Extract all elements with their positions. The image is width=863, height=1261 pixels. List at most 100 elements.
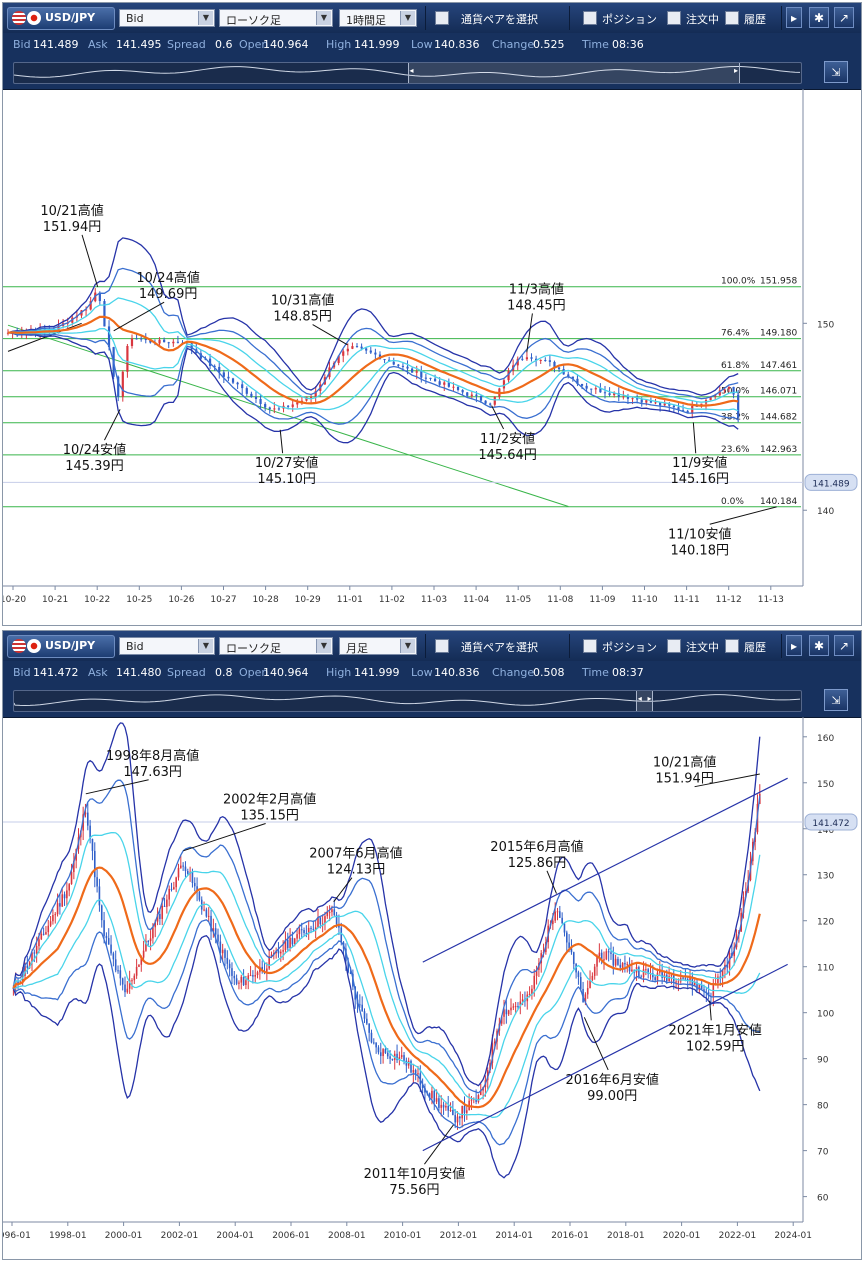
candle-body [723,388,726,391]
popout-arrow-icon[interactable]: ↗ [834,7,854,28]
candle-body [438,381,441,385]
candle-body [277,950,280,954]
price-type-select-value: Bid [126,640,144,653]
gear-icon[interactable]: ✱ [809,7,829,28]
candle-body [675,981,677,983]
x-tick-label: 2014-01 [495,1231,533,1241]
candle-body [233,975,236,979]
candle-body [303,930,305,933]
candle-body [117,376,120,397]
x-tick-label: 2006-01 [272,1231,310,1241]
orders-checkbox[interactable] [667,639,681,653]
zoom-arrows-icon[interactable]: ⇲ [824,689,848,711]
candle-body [254,974,257,977]
select-pair-checkbox[interactable] [435,639,449,653]
orders-checkbox[interactable] [667,11,681,25]
bb-moving-average [12,866,761,1109]
price-type-select[interactable]: Bid ▼ [119,637,215,655]
zoom-arrows-icon[interactable]: ⇲ [824,61,848,83]
currency-pair-button[interactable]: USD/JPY [7,7,115,30]
candle-body [626,964,629,966]
quote-key: High [326,38,352,51]
candle-body [654,977,656,981]
candle-body [599,388,602,393]
position-checkbox[interactable] [583,639,597,653]
annotation-arrow [333,877,353,903]
quote-key: Ask [88,666,108,679]
annotation-price: 102.59円 [686,1039,745,1054]
monthly-chart[interactable]: 160 150 140 130 120 110 100 90 80 70 60 1996-01 1998… [3,717,861,1259]
navigator-window[interactable]: ◂ ▸ [407,63,741,83]
candle-body [568,942,570,949]
annotation-arrow [491,405,505,430]
x-tick-label: 10-25 [126,595,152,605]
candle-body [576,378,579,384]
position-checkbox[interactable] [583,11,597,25]
select-pair-checkbox[interactable] [435,11,449,25]
candle-body [42,933,45,935]
period-select[interactable]: 1時間足 ▼ [339,9,417,27]
candle-body [401,365,405,367]
divider [569,634,570,658]
candle-body [319,917,322,925]
annotation-title: 11/2安値 [480,431,535,447]
candle-body [737,394,740,418]
candle-body [145,941,147,951]
candle-body [605,951,608,960]
candle-body [510,1007,512,1011]
quote-key: Time [582,38,609,51]
chart-type-select[interactable]: ローソク足 ▼ [219,9,333,27]
quote-value: 140.964 [263,666,309,679]
candle-body [503,1009,505,1017]
candle-body [642,969,645,978]
candle-body [420,371,423,378]
history-checkbox[interactable] [725,639,739,653]
play-menu-icon[interactable]: ▸ [786,635,802,656]
candle-body [103,920,105,936]
x-tick-label: 2018-01 [607,1231,645,1241]
candle-body [266,968,268,972]
price-type-select[interactable]: Bid ▼ [119,9,215,27]
right-handle-icon[interactable]: ▸ [734,66,739,75]
fibonacci-price: 142.963 [760,445,797,455]
candle-body [461,389,464,393]
candle-body [659,970,661,973]
annotation-title: 10/21高値 [40,203,103,219]
play-menu-icon[interactable]: ▸ [786,7,802,28]
quote-key: Low [411,38,433,51]
annotation-price: 145.64円 [478,448,537,463]
chart-type-select[interactable]: ローソク足 ▼ [219,637,333,655]
candle-body [517,1006,519,1008]
left-handle-icon[interactable]: ◂ [637,694,642,703]
annotation-title: 2007年6月高値 [309,846,402,862]
candle-body [296,402,299,405]
navigator-window[interactable]: ◂ ▸ [635,691,654,711]
candle-body [349,972,352,974]
popout-arrow-icon[interactable]: ↗ [834,635,854,656]
navigator-track[interactable]: ◂ ▸ [13,62,802,84]
history-checkbox[interactable] [725,11,739,25]
period-select[interactable]: 月足 ▼ [339,637,417,655]
candle-body [300,929,303,931]
gear-icon[interactable]: ✱ [809,635,829,656]
candle-body [249,975,252,977]
candle-body [672,405,675,408]
candle-body [245,980,247,986]
y-tick-label: 80 [817,1102,829,1112]
candle-body [429,377,432,379]
left-handle-icon[interactable]: ◂ [409,66,414,75]
currency-pair-button[interactable]: USD/JPY [7,635,115,658]
quote-value: 141.999 [354,666,400,679]
fibonacci-price: 146.071 [760,387,797,397]
candle-body [284,939,287,951]
navigator-track[interactable]: ◂ ▸ [13,690,802,712]
bb-lower-1sigma [13,899,761,1119]
candle-body [640,399,643,403]
x-tick-label: 2004-01 [216,1231,254,1241]
chevron-down-icon: ▼ [400,11,415,25]
candle-body [438,1098,440,1108]
right-handle-icon[interactable]: ▸ [647,694,652,703]
candle-body [305,932,308,934]
